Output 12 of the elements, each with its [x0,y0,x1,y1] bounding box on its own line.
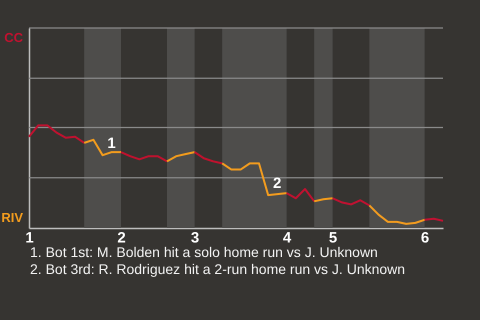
x-tick-label: 2 [117,230,126,246]
x-tick-label: 5 [328,230,338,246]
text: CC [4,30,24,45]
annotation: 1 [107,135,116,152]
x-tick-label: 1 [25,230,34,246]
annotation: 2 [273,175,282,192]
text: 1. Bot 1st: M. Bolden hit a solo home run vs J. Unknown [30,244,379,261]
x-tick-label: 6 [420,230,430,246]
x-tick-label: 3 [190,230,200,246]
text: RIV [1,210,24,225]
x-tick-label: 4 [282,230,292,246]
text: 2. Bot 3rd: R. Rodriguez hit a 2-run home run vs J. Unknown [30,261,406,278]
